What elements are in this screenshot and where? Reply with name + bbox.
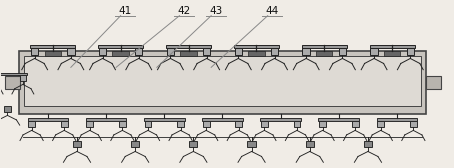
Bar (202, 118, 243, 121)
Bar (4, 106, 11, 112)
Bar (316, 51, 332, 56)
Text: 42: 42 (178, 6, 191, 16)
Bar (61, 121, 68, 127)
Bar (99, 48, 106, 55)
Bar (247, 141, 256, 147)
Bar (86, 118, 127, 121)
Text: 44: 44 (266, 6, 279, 16)
Bar (370, 45, 415, 48)
Bar (28, 118, 68, 121)
Bar (260, 118, 301, 121)
Bar (377, 118, 417, 121)
Bar (19, 51, 426, 114)
Bar (235, 48, 242, 55)
Bar (294, 121, 301, 127)
Bar (236, 121, 242, 127)
Bar (203, 48, 210, 55)
Bar (131, 141, 139, 147)
Bar (177, 121, 184, 127)
Bar (377, 121, 384, 127)
Bar (5, 76, 20, 89)
Bar (306, 141, 314, 147)
Bar (319, 121, 326, 127)
Bar (31, 48, 39, 55)
Text: 41: 41 (118, 6, 132, 16)
Bar (248, 51, 265, 56)
Bar (352, 121, 359, 127)
Bar (271, 48, 278, 55)
Bar (98, 45, 143, 48)
Bar (73, 141, 81, 147)
Bar (145, 121, 151, 127)
Bar (410, 121, 417, 127)
Bar (86, 121, 93, 127)
Bar (301, 45, 347, 48)
Bar (180, 51, 197, 56)
Bar (261, 121, 268, 127)
Bar (113, 51, 129, 56)
Bar (119, 121, 126, 127)
Bar (384, 51, 400, 56)
Bar (167, 48, 174, 55)
Bar (189, 141, 197, 147)
Bar (135, 48, 143, 55)
Text: 43: 43 (209, 6, 222, 16)
Bar (30, 45, 75, 48)
Bar (0, 73, 27, 75)
Bar (370, 48, 378, 55)
Bar (67, 48, 74, 55)
Bar (166, 45, 211, 48)
Bar (144, 118, 185, 121)
Bar (302, 48, 310, 55)
Bar (44, 51, 61, 56)
Bar (426, 76, 441, 89)
Bar (364, 141, 372, 147)
Bar (28, 121, 35, 127)
Bar (20, 75, 26, 81)
Bar (319, 118, 359, 121)
Bar (24, 56, 421, 106)
Bar (203, 121, 210, 127)
Bar (234, 45, 279, 48)
Bar (407, 48, 414, 55)
Bar (339, 48, 346, 55)
